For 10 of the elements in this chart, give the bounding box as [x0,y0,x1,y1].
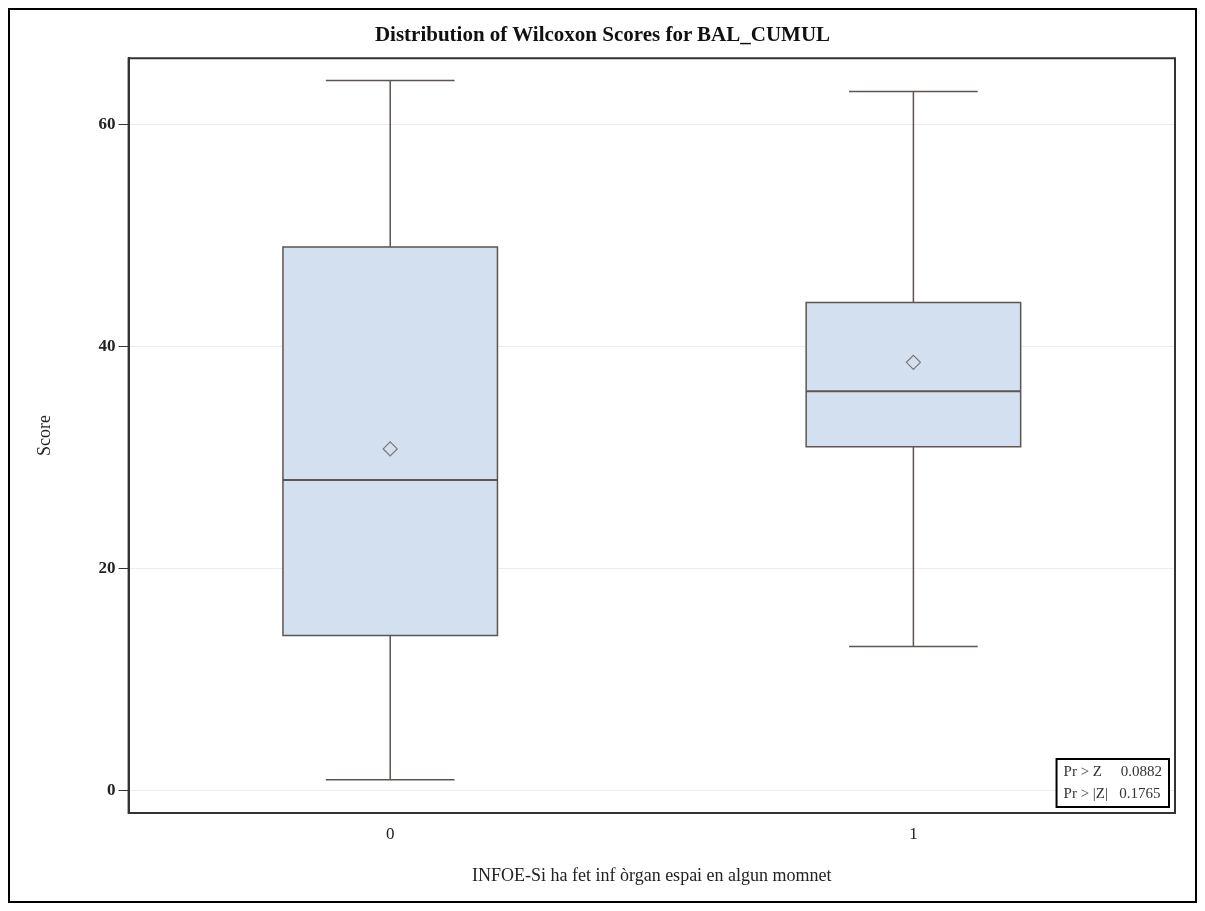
annotation: Pr > |Z| 0.1765 [1063,784,1161,801]
y-tick-label: 0 [107,780,116,800]
x-axis-title: INFOE-Si ha fet inf òrgan espai en algun momnet [472,864,832,885]
annotation: Pr > Z 0.0882 [1063,762,1163,779]
y-tick-label: 20 [98,558,116,578]
x-tick-label: 1 [909,823,918,843]
y-tick-label: 60 [98,114,116,134]
y-axis-title: Score [33,415,54,457]
chart-title: Distribution of Wilcoxon Scores for BAL_CUMUL [374,22,831,47]
y-tick-label: 40 [98,336,116,356]
